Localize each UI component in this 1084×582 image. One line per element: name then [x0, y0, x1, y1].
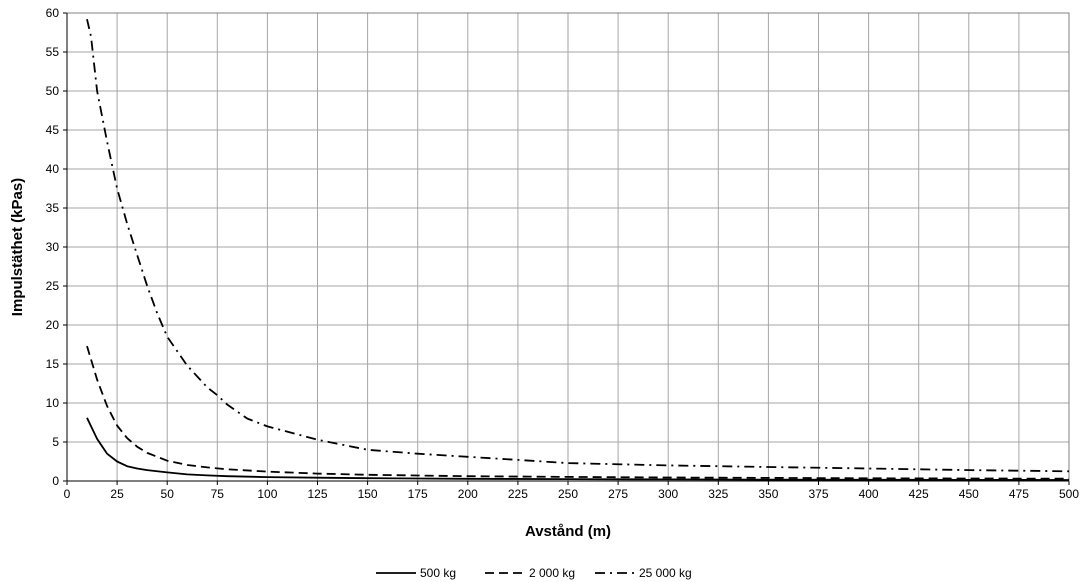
gridlines	[67, 12, 1070, 481]
y-tick-label: 60	[46, 6, 60, 20]
legend-label-2: 2 000 kg	[529, 566, 575, 580]
y-tick-label: 10	[46, 396, 60, 410]
x-tick-label: 225	[508, 487, 528, 501]
y-tick-label: 0	[52, 474, 59, 488]
y-tick-label: 25	[46, 279, 60, 293]
x-tick-label: 100	[257, 487, 277, 501]
y-tick-label: 40	[46, 162, 60, 176]
x-tick-label: 325	[708, 487, 728, 501]
x-tick-label: 300	[658, 487, 678, 501]
x-axis-title: Avstånd (m)	[525, 523, 611, 540]
x-tick-labels: 0 25 50 75 100 125 150 175 200 225 250 275 300 325 350…	[64, 487, 1080, 501]
x-tick-label: 400	[859, 487, 879, 501]
series-line-3	[86, 18, 1070, 473]
x-tick-label: 125	[307, 487, 327, 501]
x-tick-label: 425	[909, 487, 929, 501]
y-tick-labels: 0 5 10 15 20 25 30 35 40 45 50 55 60	[46, 6, 60, 488]
y-tick-label: 55	[46, 45, 60, 59]
y-tick-label: 50	[46, 84, 60, 98]
x-tick-label: 350	[758, 487, 778, 501]
y-tick-label: 15	[46, 357, 60, 371]
y-tick-label: 30	[46, 240, 60, 254]
x-tick-label: 0	[64, 487, 71, 501]
x-tick-label: 175	[408, 487, 428, 501]
x-tick-label: 150	[358, 487, 378, 501]
series-lines	[86, 18, 1070, 481]
y-tick-label: 35	[46, 201, 60, 215]
y-tick-label: 20	[46, 318, 60, 332]
x-tick-label: 50	[161, 487, 175, 501]
legend-label-3: 25 000 kg	[639, 566, 692, 580]
x-tick-label: 75	[211, 487, 225, 501]
x-tick-label: 275	[608, 487, 628, 501]
legend: 500 kg 2 000 kg 25 000 kg	[376, 566, 692, 580]
x-tick-label: 475	[1009, 487, 1029, 501]
x-tick-label: 500	[1059, 487, 1079, 501]
y-tick-label: 45	[46, 123, 60, 137]
x-tick-label: 450	[959, 487, 979, 501]
x-tick-label: 375	[808, 487, 828, 501]
series-line-1	[86, 417, 1070, 481]
x-tick-label: 250	[558, 487, 578, 501]
x-tick-label: 200	[458, 487, 478, 501]
series-line-2	[86, 345, 1070, 480]
y-tick-label: 5	[52, 435, 59, 449]
legend-label-1: 500 kg	[420, 566, 456, 580]
x-tick-label: 25	[110, 487, 124, 501]
axes	[63, 12, 1070, 485]
y-axis-title: Impulstäthet (kPas)	[9, 178, 26, 316]
